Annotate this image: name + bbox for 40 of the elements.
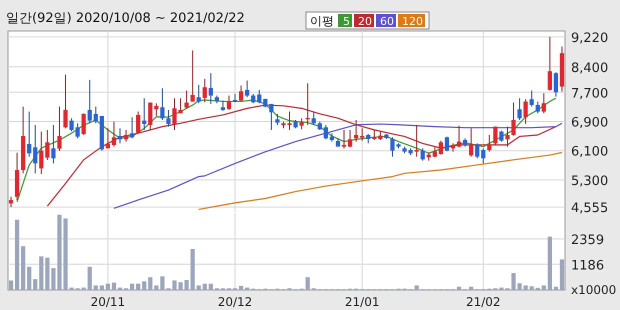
chart-title: 일간(92일) 2020/10/08 ~ 2021/02/22 — [6, 11, 245, 26]
y-tick-label: 5,300 — [571, 174, 608, 189]
y-tick-label: 2359 — [571, 232, 604, 248]
line-series — [113, 122, 563, 209]
x-tick-label: 21/02 — [466, 295, 501, 309]
y-tick-label: 1186 — [571, 258, 604, 274]
y-tick-label: 6,900 — [571, 116, 608, 130]
y-tick-label: 8,400 — [571, 60, 608, 76]
legend-title: 이평 — [310, 14, 334, 28]
bar — [184, 280, 189, 290]
text: 60 — [380, 15, 394, 28]
bar — [106, 284, 110, 290]
x-tick-label: 20/11 — [90, 295, 126, 309]
bar — [238, 286, 244, 290]
bar — [554, 286, 558, 290]
bar — [51, 268, 56, 290]
y-tick-label: 6,100 — [571, 144, 608, 160]
y-tick-label: 4,555 — [571, 201, 608, 216]
x-tick-label: 20/12 — [218, 295, 252, 309]
text: 120 — [402, 15, 423, 28]
bar — [511, 273, 516, 290]
bar — [172, 280, 177, 290]
bar — [57, 214, 62, 290]
bar — [14, 220, 20, 290]
bar — [160, 276, 165, 290]
y-tick-label: 7,700 — [571, 86, 608, 102]
text: 5 — [343, 15, 350, 28]
bar — [8, 280, 14, 290]
text: 20 — [358, 15, 372, 28]
bar — [112, 282, 116, 290]
line-series — [198, 152, 563, 210]
bar — [178, 282, 183, 290]
bar — [517, 283, 522, 290]
y-tick-label: 9,220 — [571, 30, 608, 46]
text: x10000 — [571, 283, 616, 297]
bar — [456, 286, 462, 290]
x-tick-label: 21/01 — [344, 295, 380, 309]
bar — [130, 284, 134, 290]
bar — [560, 259, 564, 290]
bar — [63, 218, 68, 290]
